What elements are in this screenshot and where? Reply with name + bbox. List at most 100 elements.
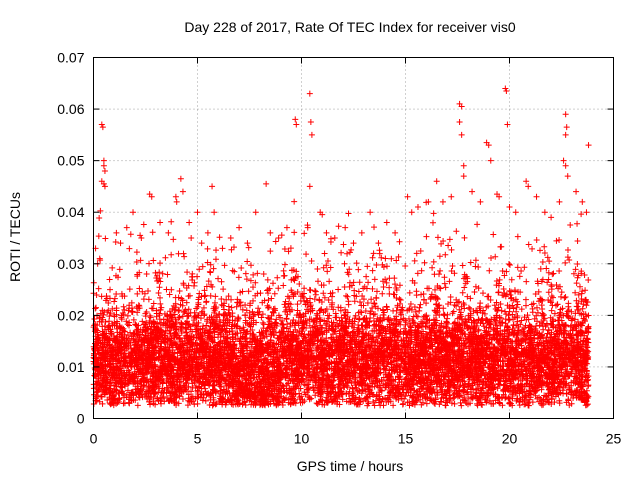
data-point (429, 265, 435, 271)
data-point (121, 307, 127, 313)
x-axis-label: GPS time / hours (297, 458, 404, 474)
data-point (244, 259, 250, 265)
data-point (146, 261, 152, 267)
data-point (246, 288, 252, 294)
data-point (378, 255, 384, 261)
data-point (417, 305, 423, 311)
data-point (442, 252, 448, 258)
data-point (443, 403, 449, 409)
data-point (355, 267, 361, 273)
data-point (565, 254, 571, 260)
data-point (184, 269, 190, 275)
data-point (212, 300, 218, 306)
data-point (475, 264, 481, 270)
data-point (268, 296, 274, 302)
data-point (523, 297, 529, 303)
data-point (324, 268, 330, 274)
data-point (107, 277, 113, 283)
data-point (574, 221, 580, 227)
data-point (141, 221, 147, 227)
data-point (265, 297, 271, 303)
y-axis-label: ROTI / TECUs (7, 192, 23, 282)
data-point (515, 264, 521, 270)
data-point (473, 257, 479, 263)
data-point (372, 276, 378, 282)
data-point (220, 286, 226, 292)
chart-title: Day 228 of 2017, Rate Of TEC Index for r… (184, 19, 515, 35)
data-point (424, 401, 430, 407)
data-point (357, 316, 363, 322)
data-point (215, 276, 221, 282)
data-point (160, 271, 166, 277)
data-point (363, 274, 369, 280)
data-point (168, 219, 174, 225)
data-point (121, 304, 127, 310)
data-point (371, 224, 377, 230)
data-point (357, 309, 363, 315)
data-point (515, 234, 521, 240)
data-point (291, 199, 297, 205)
data-point (507, 288, 513, 294)
data-point (356, 310, 362, 316)
data-point (205, 246, 211, 252)
data-point (384, 263, 390, 269)
data-point (472, 289, 478, 295)
data-point (488, 255, 494, 261)
data-point (371, 312, 377, 318)
data-point (402, 263, 408, 269)
data-point (202, 292, 208, 298)
data-point (336, 223, 342, 229)
data-point (315, 278, 321, 284)
data-point (102, 236, 108, 242)
data-point (417, 302, 423, 308)
data-point (279, 232, 285, 238)
data-point (443, 284, 449, 290)
data-point (314, 266, 320, 272)
data-point (234, 304, 240, 310)
data-point (556, 268, 562, 274)
data-point (163, 286, 169, 292)
data-point (506, 261, 512, 267)
data-point (507, 262, 513, 268)
data-point (555, 301, 561, 307)
data-point (422, 260, 428, 266)
data-point (246, 245, 252, 251)
data-point (441, 274, 447, 280)
data-point (301, 230, 307, 236)
data-point (294, 301, 300, 307)
data-point (345, 294, 351, 300)
data-point (419, 268, 425, 274)
data-point (545, 254, 551, 260)
data-point (521, 264, 527, 270)
data-point (194, 274, 200, 280)
data-point (117, 266, 123, 272)
data-point (370, 255, 376, 261)
data-point (437, 268, 443, 274)
data-point (435, 234, 441, 240)
data-point (526, 241, 532, 247)
data-point (472, 264, 478, 270)
data-point (546, 276, 552, 282)
data-point (340, 241, 346, 247)
data-point (138, 257, 144, 263)
data-point (379, 291, 385, 297)
data-point (218, 296, 224, 302)
data-point (281, 268, 287, 274)
data-point (460, 290, 466, 296)
data-point (565, 247, 571, 253)
data-point (468, 260, 474, 266)
data-point (415, 270, 421, 276)
data-point (308, 287, 314, 293)
data-point (549, 293, 555, 299)
data-point (574, 261, 580, 267)
data-point (474, 221, 480, 227)
data-point (565, 300, 571, 306)
data-point (265, 277, 271, 283)
data-point (537, 247, 543, 253)
data-point (168, 252, 174, 258)
data-point (546, 258, 552, 264)
data-point (185, 293, 191, 299)
data-point (364, 263, 370, 269)
